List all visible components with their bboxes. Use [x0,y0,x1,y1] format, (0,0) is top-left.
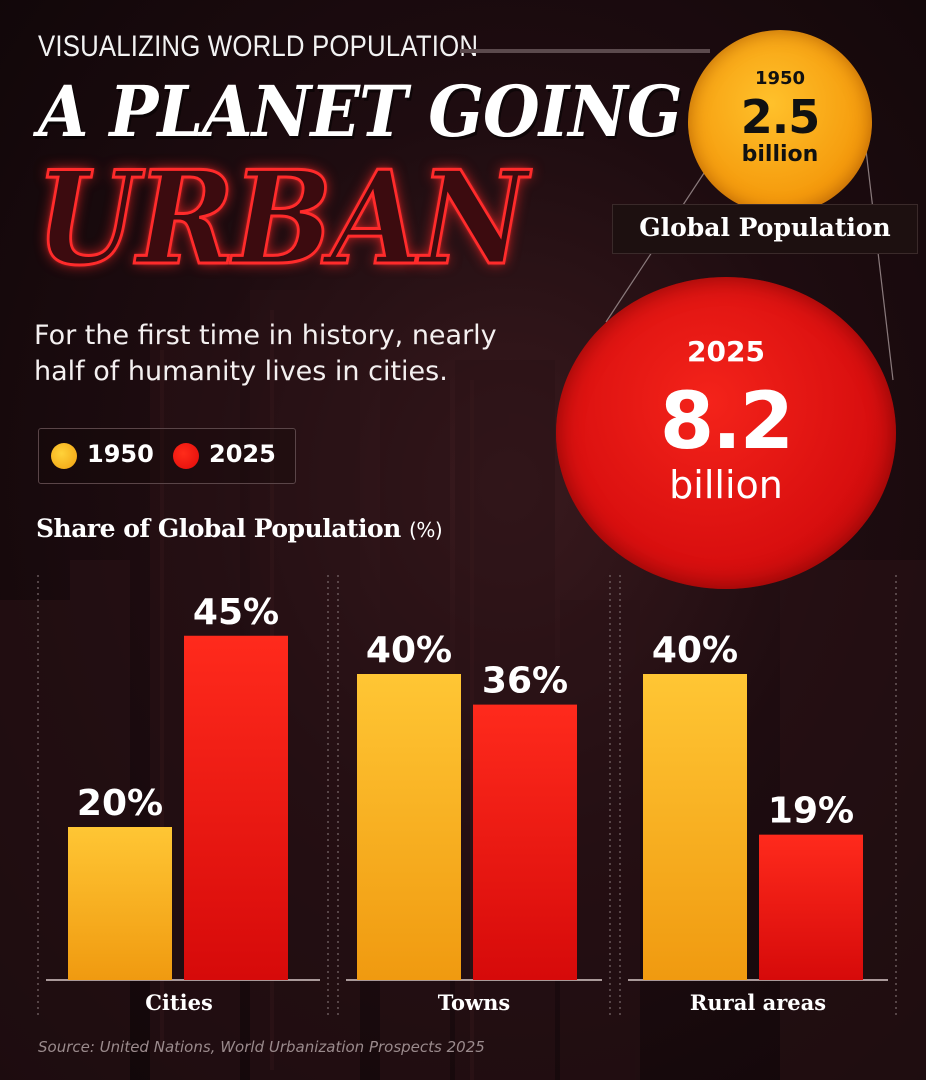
bar-towns-1950 [357,674,461,980]
global-population-label: Global Population [639,213,891,242]
legend-swatch-2025 [173,443,199,469]
chart-title-text: Share of Global Population [36,514,401,543]
population-1950-circle: 1950 2.5 billion [688,30,872,214]
category-label-rural-areas: Rural areas [690,990,826,1015]
population-1950-year: 1950 [754,68,806,89]
legend-swatch-1950 [51,443,77,469]
bar-towns-2025 [473,704,577,980]
chart-title: Share of Global Population (%) [36,514,443,543]
population-1950-unit: billion [741,142,819,167]
chart-title-unit: (%) [409,518,443,542]
source-note: Source: United Nations, World Urbanizati… [38,1038,485,1056]
data-label-cities-2025: 45% [193,592,279,633]
legend-label-1950: 1950 [87,440,154,468]
population-2025-circle: 2025 8.2 billion [556,277,896,589]
bar-rural-areas-2025 [759,834,863,980]
bar-cities-1950 [68,827,172,980]
subtitle: For the first time in history, nearly ha… [34,320,497,387]
title-line-2: URBAN [35,144,529,294]
population-1950-value: 2.5 [740,90,821,144]
legend-label-2025: 2025 [209,440,276,468]
data-label-towns-2025: 36% [482,661,568,702]
kicker-text: VISUALIZING WORLD POPULATION [38,30,479,63]
title-line-1: A PLANET GOING [38,70,682,153]
data-label-rural-areas-1950: 40% [652,630,738,671]
bar-rural-areas-1950 [643,674,747,980]
data-label-towns-1950: 40% [366,630,452,671]
global-population-label-box: Global Population [612,204,918,254]
population-2025-value: 8.2 [659,377,794,467]
data-label-rural-areas-2025: 19% [768,791,854,832]
bar-cities-2025 [184,635,288,980]
kicker-divider [460,49,710,53]
population-2025-unit: billion [669,463,783,507]
category-label-towns: Towns [438,990,510,1015]
legend: 1950 2025 [38,428,296,484]
category-label-cities: Cities [145,990,213,1015]
population-2025-year: 2025 [687,335,765,368]
data-label-cities-1950: 20% [77,783,163,824]
